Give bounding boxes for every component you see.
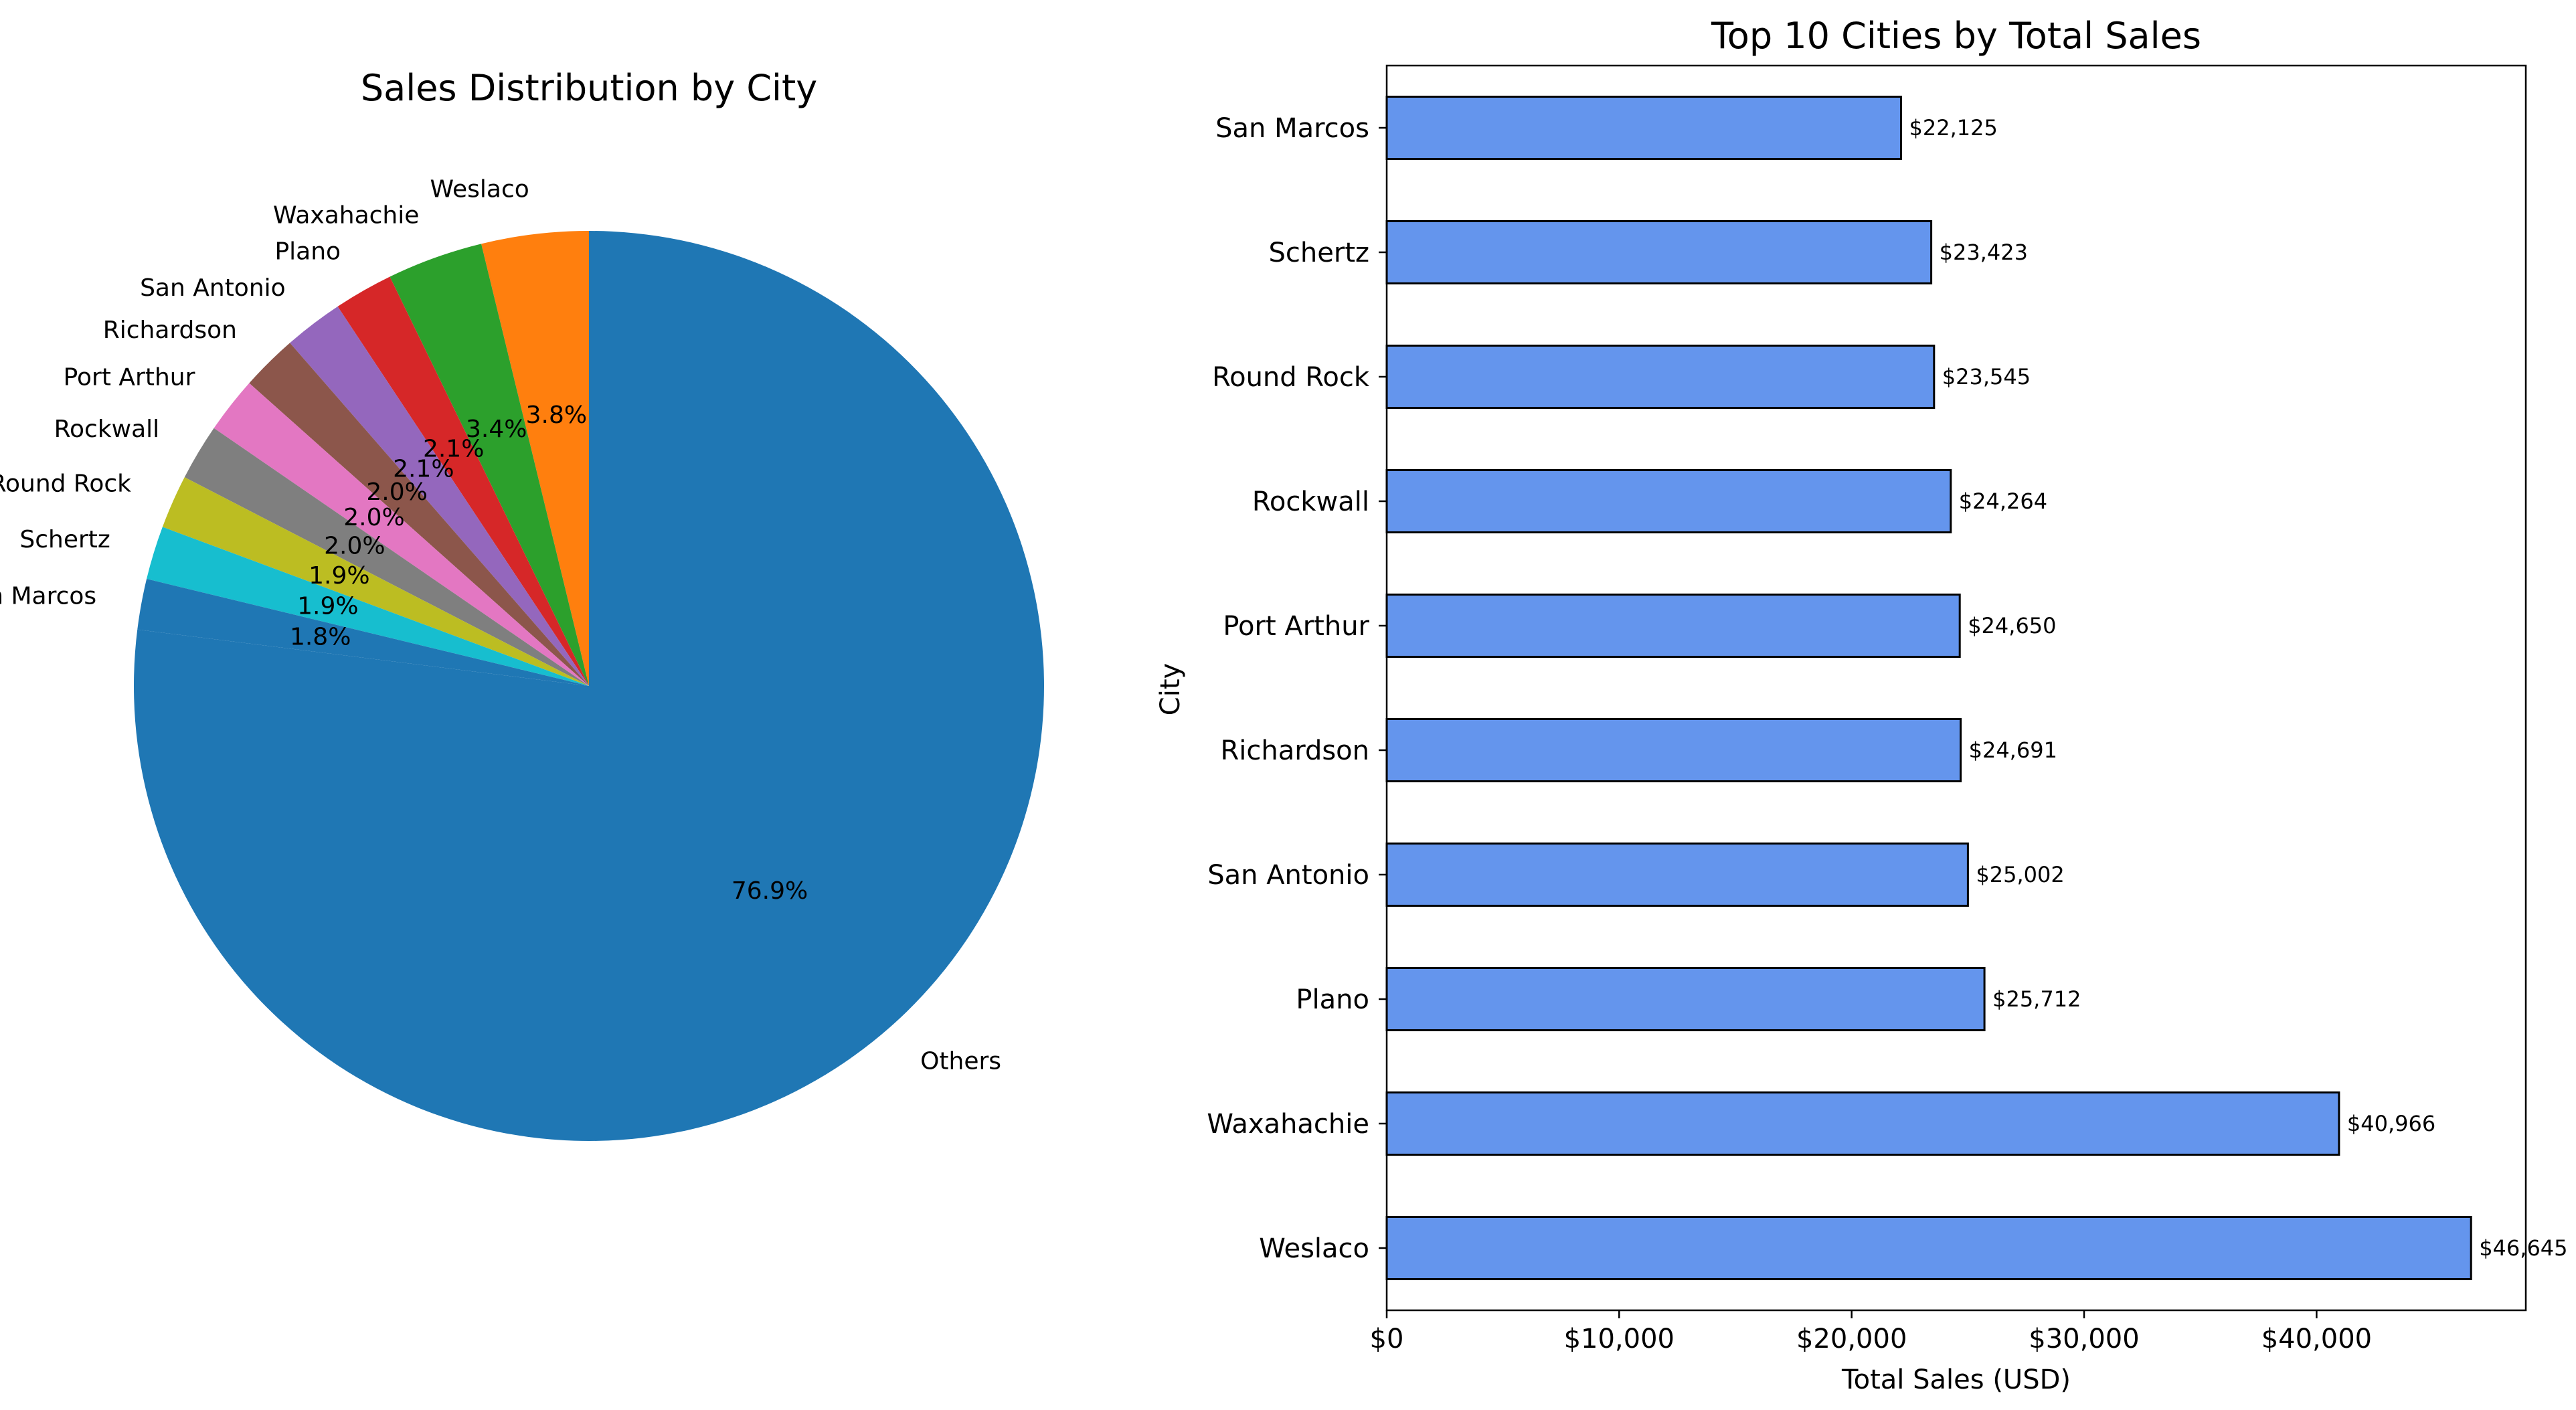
- bar-title: Top 10 Cities by Total Sales: [1711, 15, 2201, 57]
- bar-axes-frame: [1385, 64, 2527, 1312]
- pie-label-schertz: Schertz: [19, 526, 110, 553]
- bar-plano: [1385, 967, 1986, 1031]
- pie-slices: [134, 231, 1045, 1141]
- pie-label-plano: Plano: [274, 238, 341, 266]
- pie-pct-richardson: 2.0%: [366, 478, 427, 506]
- bar-value-label-richardson: $24,691: [1969, 737, 2057, 763]
- pie-slice-others: [134, 231, 1045, 1141]
- bar-ylabel: City: [1155, 663, 1186, 715]
- pie-label-richardson: Richardson: [103, 317, 237, 344]
- pie-pct-weslaco: 3.8%: [526, 402, 587, 429]
- pie-chart: Sales Distribution by City Others 76.9% We…: [0, 67, 1045, 1141]
- bar-value-label-san-antonio: $25,002: [1976, 862, 2064, 887]
- pie-label-san-marcos: San Marcos: [0, 583, 96, 610]
- pie-pct-waxahachie: 3.4%: [466, 416, 527, 443]
- bar-bars: $22,125 $23,423 $23,545 $24,264 $24,650 $24,6…: [1385, 96, 2568, 1280]
- bar-round-rock: [1385, 345, 1936, 409]
- pie-pct-round-rock: 1.9%: [309, 562, 369, 590]
- bar-chart: Top 10 Cities by Total Sales $22,125 $23,…: [1155, 15, 2568, 1395]
- pie-label-waxahachie: Waxahachie: [273, 201, 419, 229]
- pie-label-weslaco: Weslaco: [430, 175, 529, 203]
- bar-waxahachie: [1385, 1091, 2340, 1156]
- bar-value-label-plano: $25,712: [1992, 986, 2081, 1012]
- pie-label-rockwall: Rockwall: [54, 416, 160, 443]
- pie-slice-schertz: [147, 527, 589, 686]
- pie-pct-others: 76.9%: [732, 877, 808, 905]
- ytick-label-san-marcos: San Marcos: [1215, 113, 1369, 144]
- pie-label-san-antonio: San Antonio: [140, 274, 286, 302]
- pie-label-port-arthur: Port Arthur: [64, 363, 195, 391]
- bar-value-label-san-marcos: $22,125: [1909, 115, 1998, 141]
- pie-pct-plano: 2.1%: [423, 436, 484, 463]
- bar-richardson: [1385, 718, 1962, 782]
- pie-slice-plano: [337, 276, 589, 686]
- pie-title: Sales Distribution by City: [361, 67, 817, 109]
- ytick-label-rockwall: Rockwall: [1252, 487, 1369, 517]
- bar-value-label-rockwall: $24,264: [1959, 489, 2047, 514]
- pie-labels: Others 76.9% Weslaco 3.8% Waxahachie 3.4% Plan…: [0, 175, 1001, 1075]
- bar-port-arthur: [1385, 594, 1961, 658]
- bar-value-label-waxahachie: $40,966: [2347, 1111, 2435, 1136]
- pie-label-others: Others: [920, 1048, 1001, 1075]
- ytick-label-richardson: Richardson: [1220, 735, 1369, 766]
- pie-pct-schertz: 1.9%: [297, 593, 358, 620]
- xtick-label-4: $40,000: [2261, 1324, 2372, 1354]
- pie-pct-san-antonio: 2.1%: [393, 455, 454, 482]
- ytick-label-san-antonio: San Antonio: [1207, 860, 1369, 891]
- xtick-label-2: $20,000: [1796, 1324, 1907, 1354]
- ytick-label-weslaco: Weslaco: [1259, 1233, 1369, 1264]
- xtick-label-0: $0: [1370, 1324, 1404, 1354]
- ytick-label-schertz: Schertz: [1269, 238, 1369, 268]
- bar-yticks: San Marcos Schertz Round Rock Rockwall Port …: [1207, 113, 1387, 1264]
- xtick-label-1: $10,000: [1564, 1324, 1675, 1354]
- bar-weslaco: [1385, 1216, 2472, 1280]
- pie-slice-waxahachie: [390, 244, 589, 687]
- bar-value-label-round-rock: $23,545: [1942, 364, 2031, 389]
- pie-label-round-rock: Round Rock: [0, 470, 131, 497]
- bar-value-label-schertz: $23,423: [1940, 240, 2028, 265]
- bar-rockwall: [1385, 469, 1952, 533]
- pie-slice-san-marcos: [137, 579, 590, 686]
- bar-san-antonio: [1385, 843, 1969, 907]
- bar-xlabel: Total Sales (USD): [1841, 1364, 2071, 1395]
- pie-slice-port-arthur: [213, 383, 589, 686]
- pie-slice-san-antonio: [290, 306, 589, 686]
- ytick-label-round-rock: Round Rock: [1212, 362, 1370, 393]
- ytick-label-waxahachie: Waxahachie: [1207, 1109, 1369, 1140]
- pie-pct-rockwall: 2.0%: [324, 533, 385, 560]
- ytick-label-plano: Plano: [1296, 984, 1369, 1015]
- ytick-label-port-arthur: Port Arthur: [1223, 611, 1369, 642]
- pie-slice-weslaco: [481, 231, 589, 686]
- pie-pct-port-arthur: 2.0%: [343, 504, 404, 531]
- bar-xticks: $0 $10,000 $20,000 $30,000 $40,000: [1370, 1310, 2372, 1354]
- pie-slice-round-rock: [162, 477, 590, 686]
- pie-pct-san-marcos: 1.8%: [290, 624, 351, 651]
- pie-slice-rockwall: [184, 428, 590, 686]
- pie-slice-richardson: [249, 343, 589, 686]
- xtick-label-3: $30,000: [2029, 1324, 2139, 1354]
- bar-schertz: [1385, 220, 1933, 284]
- bar-san-marcos: [1385, 96, 1902, 160]
- bar-value-label-weslaco: $46,645: [2479, 1235, 2567, 1261]
- bar-value-label-port-arthur: $24,650: [1968, 613, 2056, 638]
